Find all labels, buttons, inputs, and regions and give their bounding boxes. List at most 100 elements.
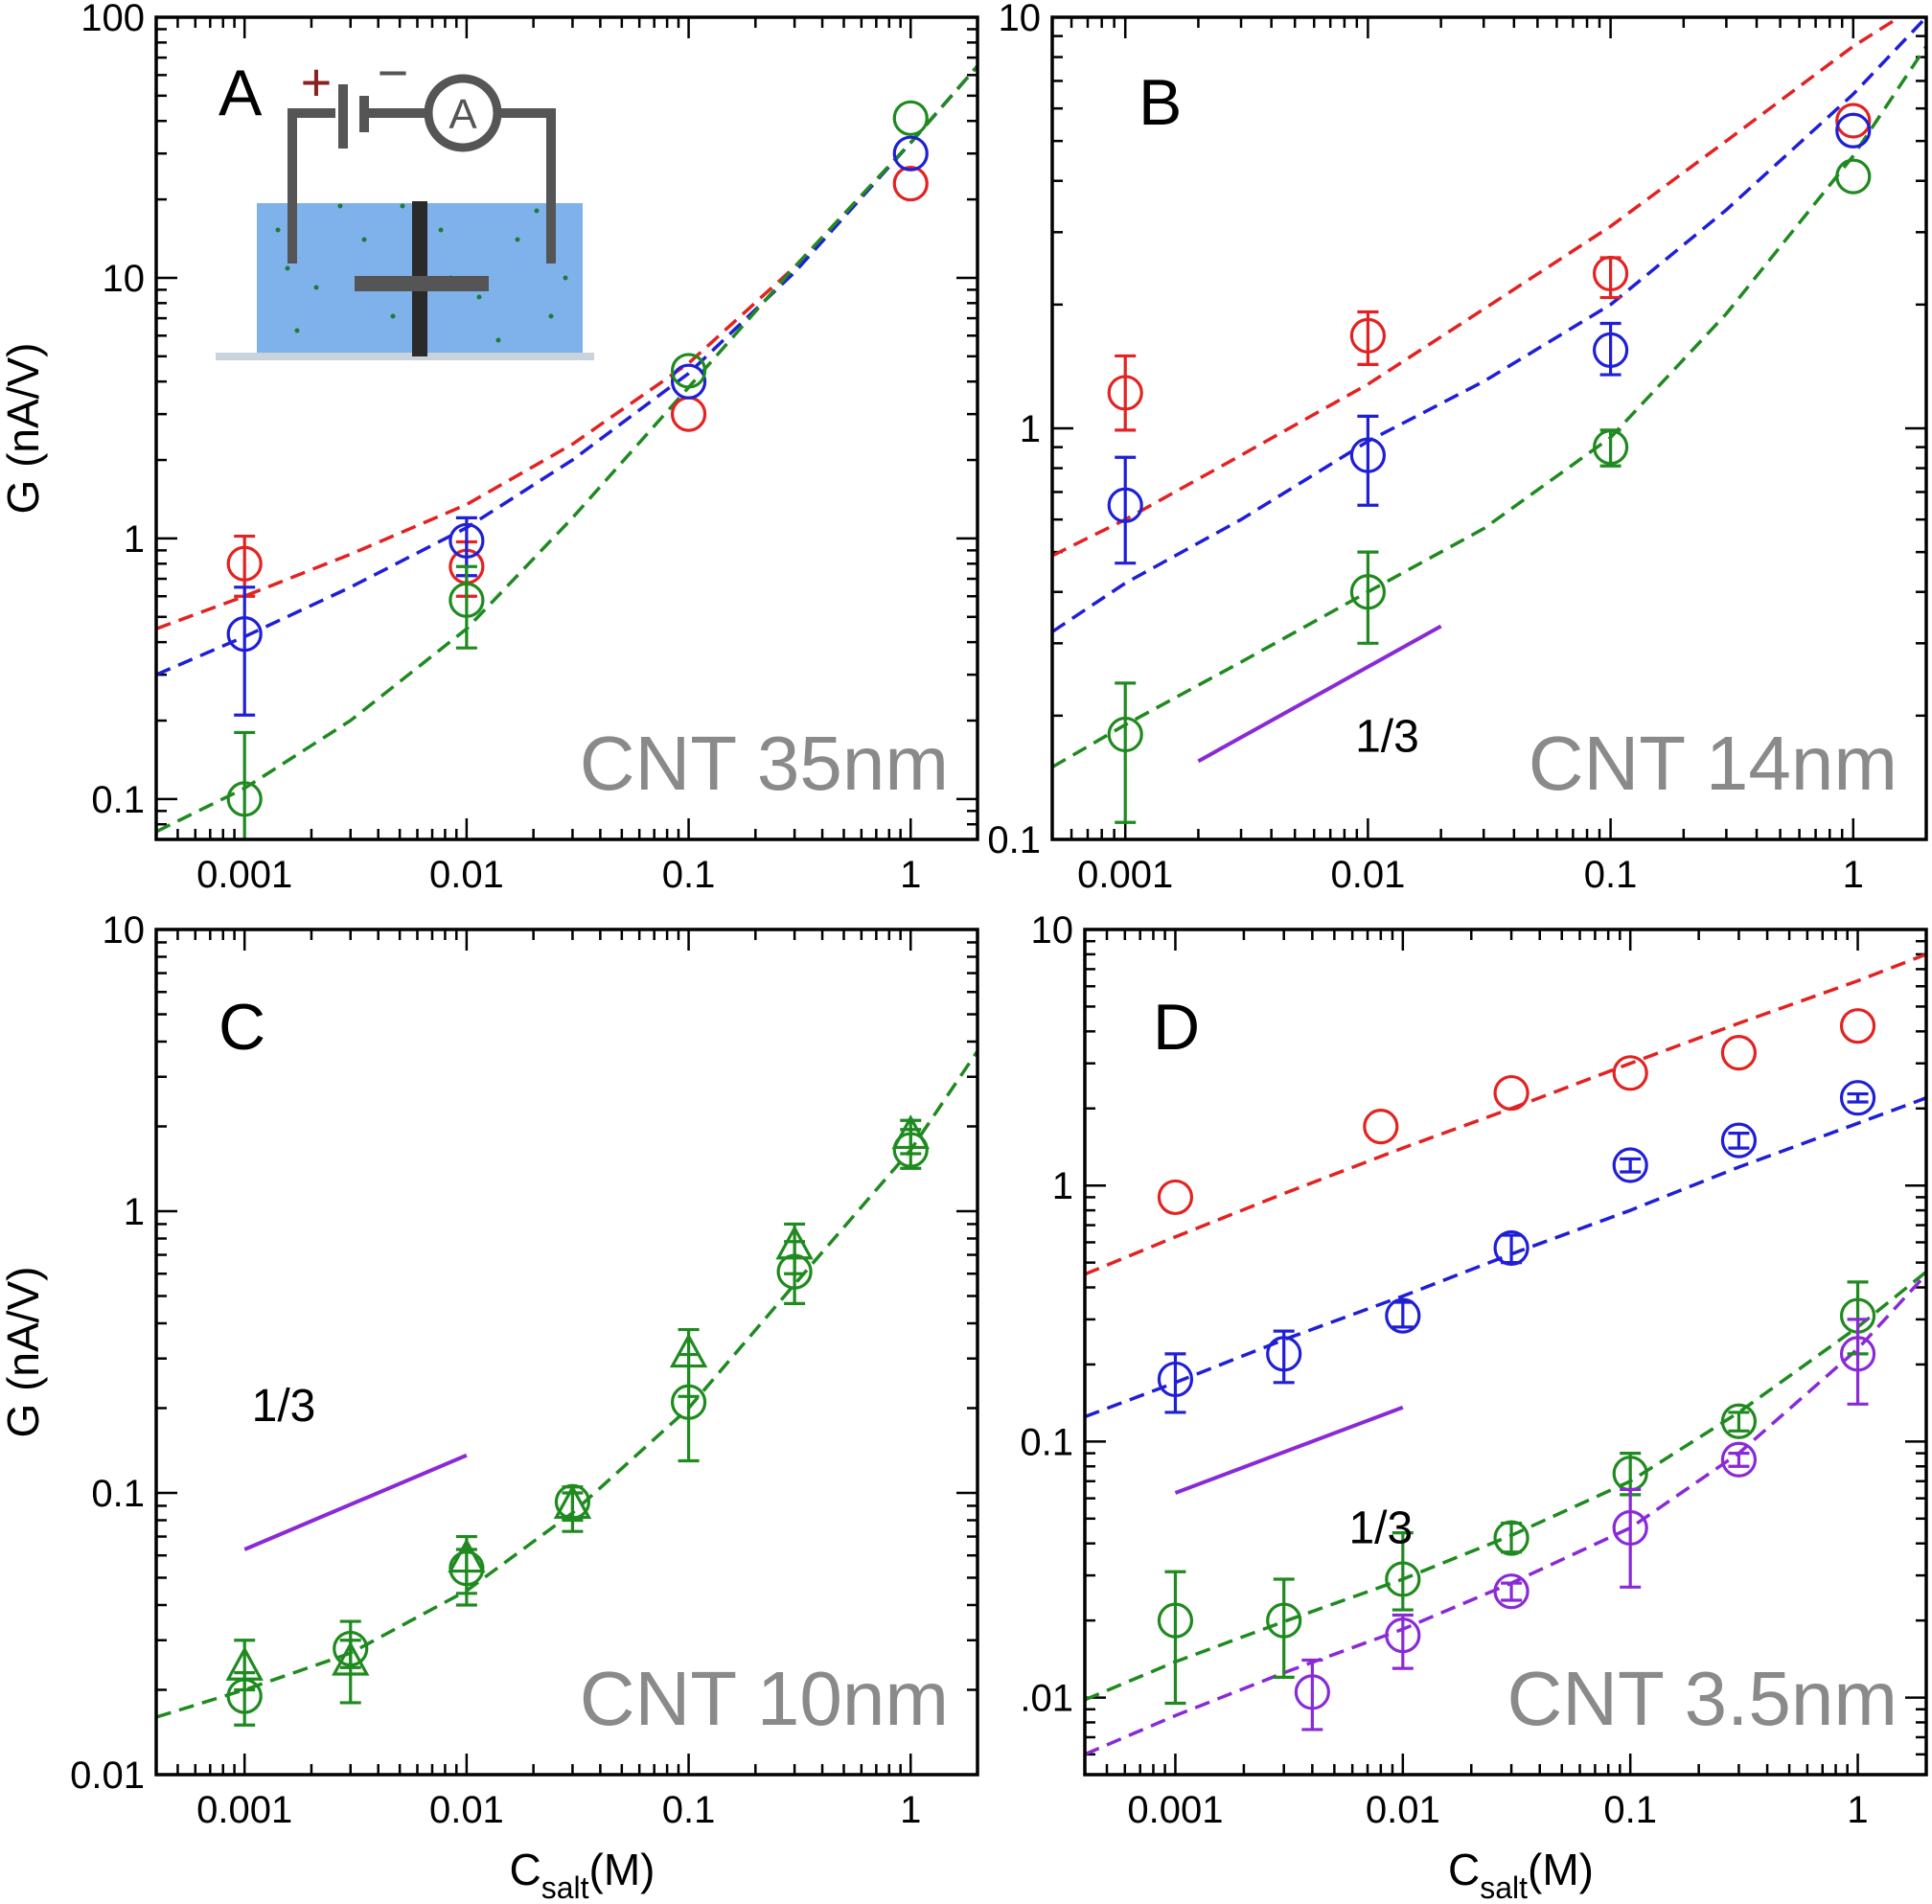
wire-left (288, 108, 335, 264)
ion-dot (495, 337, 501, 343)
ion-dot (438, 227, 444, 233)
series-red-circle (1107, 103, 1872, 432)
panel-letter: B (1138, 66, 1182, 139)
x-tick-label: 0.1 (662, 1789, 716, 1831)
data-point (1266, 1602, 1302, 1639)
ion-dot (361, 237, 367, 242)
axis-ticks (1050, 15, 1928, 841)
x-axis-label: Csalt(M) (510, 1845, 656, 1899)
data-point (1385, 1561, 1421, 1597)
plot-area (1085, 952, 1926, 1756)
data-point (1720, 1441, 1758, 1478)
y-tick-label: 1 (1020, 408, 1041, 450)
ion-dot (515, 237, 520, 242)
y-tick-label: 0.01 (70, 1755, 145, 1797)
series-purple-circle (1294, 1318, 1876, 1732)
series-green-circle (1107, 158, 1872, 824)
x-tick-label: 0.1 (662, 854, 716, 896)
x-tick-label: 1 (900, 1789, 921, 1831)
x-axis-label-unit: (M) (589, 1845, 656, 1894)
data-point (670, 353, 707, 389)
y-tick-label: 0.1 (91, 1473, 145, 1515)
data-point (1349, 574, 1387, 610)
data-point (1157, 1361, 1194, 1398)
data-point (226, 781, 263, 817)
data-point (1349, 437, 1387, 473)
slope-guide-line (1174, 1405, 1404, 1495)
y-tick-label: .01 (1020, 1678, 1073, 1720)
series-green-circle (226, 100, 929, 839)
data-point-triangle (448, 1538, 486, 1573)
panel-letter: C (218, 991, 265, 1064)
data-point (1157, 1179, 1194, 1216)
y-tick-label: 1 (1052, 1165, 1073, 1207)
y-tick-label: 1 (124, 1191, 145, 1233)
ion-dot (337, 203, 343, 209)
x-tick-label: 0.1 (1603, 1789, 1657, 1831)
data-point (1385, 1297, 1421, 1334)
y-tick-label: 0.1 (1020, 1421, 1073, 1463)
x-axis-label-sub: salt (541, 1870, 589, 1899)
data-point-triangle (775, 1225, 814, 1260)
data-point (1592, 255, 1629, 292)
x-tick-label: 0.001 (196, 1789, 292, 1831)
y-axis-label: G (nA/V) (0, 343, 48, 515)
series-green-circle (1157, 1280, 1876, 1706)
panel-title: CNT 14nm (1529, 721, 1898, 806)
plot-frame (154, 928, 979, 1777)
series-blue-circle (1107, 112, 1872, 565)
x-tick-label: 0.01 (1366, 1789, 1440, 1831)
x-tick-label: 0.01 (1330, 854, 1405, 896)
panel-title: CNT 35nm (580, 721, 949, 806)
ion-dot (548, 313, 554, 319)
data-point (1157, 1602, 1194, 1639)
data-point (1839, 1008, 1876, 1044)
data-point-triangle (225, 1645, 264, 1681)
data-point-triangle (891, 1114, 930, 1150)
minus-sign: − (378, 42, 409, 103)
panel-a: 0.001 0.01 0.1 1 0.1 1 10 100 G (nA/V) A CNT 35nm A… (0, 0, 979, 896)
data-point (1107, 375, 1143, 411)
slope-guide-line (243, 1453, 468, 1551)
data-point (226, 545, 263, 582)
ammeter-label: A (448, 91, 477, 138)
data-point (1493, 1229, 1530, 1267)
series-blue-circle (226, 135, 929, 717)
ion-dot (285, 265, 290, 271)
panel-c: 0.001 0.01 0.1 1 0.01 0.1 1 10 G (nA/V) Csalt(M) 1… (0, 909, 979, 1904)
axis-ticks (1083, 928, 1928, 1777)
slope-label: 1/3 (1355, 711, 1419, 762)
plot-frame (154, 15, 979, 841)
fit-line-red (156, 64, 978, 631)
data-point (1107, 487, 1143, 523)
data-point (1839, 1080, 1876, 1116)
data-point (1493, 1573, 1530, 1610)
fit-line-green (1085, 1270, 1926, 1702)
data-point (1612, 1147, 1648, 1183)
x-tick-label: 0.01 (429, 1789, 504, 1831)
series-green-triangle (225, 1114, 930, 1705)
ion-dot (390, 313, 396, 319)
x-tick-label: 1 (1847, 1789, 1868, 1831)
panel-title: CNT 3.5nm (1506, 1656, 1898, 1741)
axis-ticks (154, 15, 979, 841)
y-tick-label: 0.1 (91, 779, 145, 821)
plus-sign: + (301, 52, 333, 112)
data-point (892, 165, 929, 202)
data-point (892, 100, 929, 136)
panel-d: 0.001 0.01 0.1 1 .01 0.1 1 10 Csalt(M) 1/3 D CNT 3.… (1020, 909, 1928, 1904)
y-tick-label: 10 (1031, 909, 1074, 952)
fit-line-green (156, 64, 978, 834)
y-tick-label: 100 (80, 0, 145, 39)
x-tick-label: 0.001 (1077, 854, 1173, 896)
series-green-circle (226, 1128, 929, 1727)
data-point (1720, 1122, 1758, 1158)
data-point (1349, 317, 1387, 354)
x-tick-label: 0.001 (196, 854, 292, 896)
axis-ticks (154, 928, 979, 1777)
series-blue-circle (1157, 1080, 1876, 1414)
slope-guide-line (1197, 624, 1442, 764)
y-tick-label: 10 (999, 0, 1042, 39)
substrate (216, 353, 594, 360)
